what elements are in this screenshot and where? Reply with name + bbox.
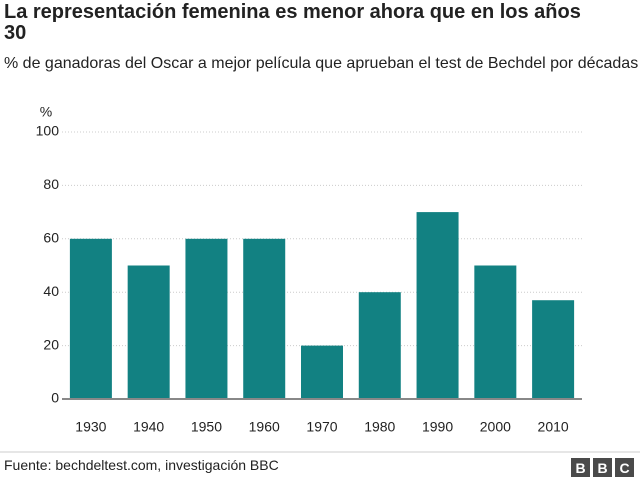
y-tick-label: 60 — [43, 230, 59, 246]
source: Fuente: bechdeltest.com, investigación B… — [4, 457, 279, 473]
bar — [532, 300, 575, 399]
bar — [358, 292, 401, 399]
logo-letter: B — [571, 458, 590, 477]
y-tick-label: 80 — [43, 176, 59, 192]
x-tick-label: 1930 — [75, 419, 106, 435]
y-axis-label: % — [40, 104, 52, 120]
logo-letter: C — [615, 458, 634, 477]
y-tick-label: 100 — [36, 123, 60, 139]
y-tick-label: 20 — [43, 336, 59, 352]
x-tick-label: 1940 — [133, 419, 164, 435]
bar — [185, 238, 228, 399]
x-tick-label: 1960 — [249, 419, 280, 435]
bar — [243, 238, 286, 399]
bar — [69, 238, 112, 399]
bar — [416, 212, 459, 399]
bar — [127, 265, 170, 399]
bar — [301, 345, 343, 399]
chart-subtitle: % de ganadoras del Oscar a mejor películ… — [4, 55, 639, 72]
chart-title: La representación femenina es menor ahor… — [4, 1, 581, 44]
bar — [474, 265, 517, 399]
bbc-logo: B B C — [571, 458, 634, 477]
x-tick-label: 2000 — [480, 419, 511, 435]
logo-letter: B — [593, 458, 612, 477]
x-tick-label: 2010 — [538, 419, 569, 435]
y-tick-label: 40 — [43, 283, 59, 299]
x-tick-label: 1970 — [306, 419, 337, 435]
x-tick-label: 1950 — [191, 419, 222, 435]
y-tick-label: 0 — [51, 390, 59, 406]
x-tick-label: 1980 — [364, 419, 395, 435]
x-tick-label: 1990 — [422, 419, 453, 435]
